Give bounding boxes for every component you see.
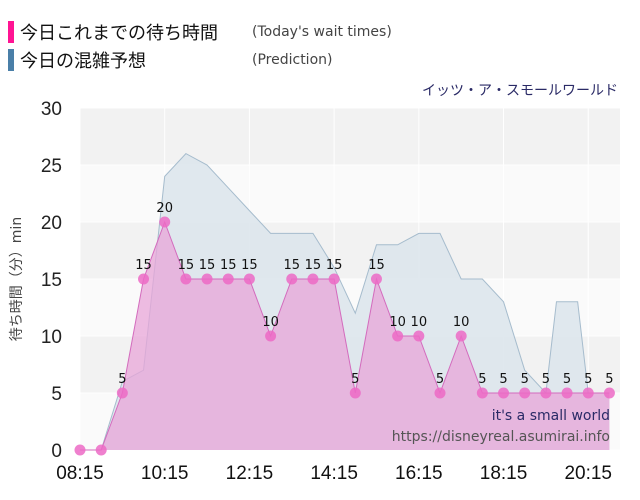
actual-marker	[540, 387, 552, 399]
attraction-name-en: it's a small world	[492, 408, 610, 424]
actual-marker	[328, 273, 340, 285]
actual-marker	[201, 273, 213, 285]
actual-marker	[434, 387, 446, 399]
data-label: 5	[351, 372, 359, 387]
y-tick-label: 30	[41, 99, 62, 120]
data-label: 15	[220, 258, 237, 273]
legend-swatch-actual	[8, 21, 14, 43]
x-tick-label: 20:15	[564, 463, 612, 484]
x-tick-label: 08:15	[56, 463, 104, 484]
data-label: 5	[478, 372, 486, 387]
actual-marker	[603, 387, 615, 399]
legend-item-prediction: 今日の混雑予想 (Prediction)	[8, 48, 332, 72]
legend-swatch-prediction	[8, 49, 14, 71]
data-label: 5	[436, 372, 444, 387]
legend-label-actual: 今日これまでの待ち時間	[20, 23, 218, 44]
actual-marker	[349, 387, 361, 399]
y-axis-title: 待ち時間（分）min	[9, 217, 25, 341]
data-label: 15	[199, 258, 216, 273]
actual-marker	[392, 330, 404, 342]
actual-marker	[265, 330, 277, 342]
data-label: 5	[563, 372, 571, 387]
actual-marker	[582, 387, 594, 399]
data-label: 15	[283, 258, 300, 273]
data-label: 15	[305, 258, 322, 273]
data-label: 20	[156, 201, 173, 216]
x-tick-label: 16:15	[395, 463, 443, 484]
data-label: 10	[453, 315, 470, 330]
data-label: 5	[605, 372, 613, 387]
data-label: 15	[178, 258, 195, 273]
data-label: 10	[262, 315, 279, 330]
actual-marker	[286, 273, 298, 285]
actual-marker	[74, 444, 86, 456]
data-label: 10	[411, 315, 428, 330]
actual-marker	[222, 273, 234, 285]
data-label: 5	[584, 372, 592, 387]
data-label: 15	[368, 258, 385, 273]
actual-marker	[413, 330, 425, 342]
actual-marker	[498, 387, 510, 399]
data-label: 5	[542, 372, 550, 387]
x-tick-label: 10:15	[141, 463, 189, 484]
legend-sublabel-actual: (Today's wait times)	[252, 24, 392, 40]
y-tick-label: 0	[51, 441, 62, 462]
x-tick-label: 14:15	[310, 463, 358, 484]
data-label: 15	[241, 258, 258, 273]
data-label: 15	[135, 258, 152, 273]
source-url: https://disneyreal.asumirai.info	[392, 429, 610, 445]
y-tick-label: 10	[41, 327, 62, 348]
y-tick-label: 15	[41, 270, 62, 291]
y-tick-label: 5	[51, 384, 62, 405]
data-label: 15	[326, 258, 343, 273]
plot-band	[80, 108, 620, 165]
actual-marker	[159, 216, 171, 228]
actual-marker	[307, 273, 319, 285]
x-tick-label: 12:15	[226, 463, 274, 484]
legend-sublabel-prediction: (Prediction)	[252, 52, 333, 68]
actual-marker	[476, 387, 488, 399]
actual-marker	[243, 273, 255, 285]
data-label: 5	[118, 372, 126, 387]
attraction-name: イッツ・ア・スモールワールド	[422, 83, 618, 99]
actual-marker	[561, 387, 573, 399]
actual-marker	[116, 387, 128, 399]
actual-marker	[370, 273, 382, 285]
x-tick-label: 18:15	[480, 463, 528, 484]
data-label: 5	[521, 372, 529, 387]
y-tick-label: 20	[41, 213, 62, 234]
actual-marker	[138, 273, 150, 285]
actual-marker	[519, 387, 531, 399]
legend-item-actual: 今日これまでの待ち時間 (Today's wait times)	[8, 20, 392, 44]
data-label: 5	[499, 372, 507, 387]
actual-marker	[95, 444, 107, 456]
actual-marker	[455, 330, 467, 342]
actual-marker	[180, 273, 192, 285]
y-tick-label: 25	[41, 156, 62, 177]
legend-label-prediction: 今日の混雑予想	[20, 51, 146, 72]
data-label: 10	[389, 315, 406, 330]
